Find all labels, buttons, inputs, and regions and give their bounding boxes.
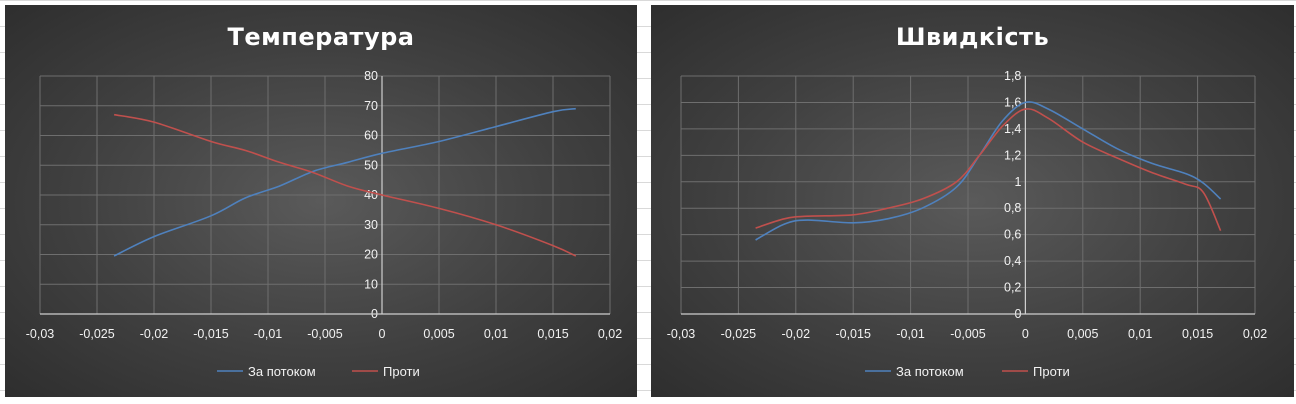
x-tick-label: -0,03 [26,327,55,341]
y-tick-label: 0,8 [1004,201,1021,215]
x-tick-label: -0,025 [79,327,114,341]
y-tick-label: 10 [364,277,378,291]
x-tick-label: -0,02 [140,327,169,341]
series-line-za-potokom [755,101,1222,241]
y-tick-label: 0,4 [1004,254,1021,268]
x-tick-label: 0,01 [484,327,508,341]
x-tick-label: -0,015 [193,327,228,341]
x-tick-label: -0,01 [896,327,925,341]
legend-label: За потоком [248,364,316,379]
y-tick-label: 1,2 [1004,148,1021,162]
y-tick-label: 80 [364,69,378,83]
series-line-proty [113,113,577,257]
legend-label: За потоком [896,364,964,379]
y-tick-label: 70 [364,99,378,113]
y-tick-label: 1 [1014,175,1021,189]
series-line-za-potokom [113,107,576,257]
y-tick-label: 20 [364,248,378,262]
chart-title: Швидкість [895,23,1050,51]
x-tick-label: -0,025 [721,327,756,341]
legend-label: Проти [1033,364,1070,379]
y-tick-label: 30 [364,218,378,232]
x-tick-label: 0,005 [423,327,454,341]
x-tick-label: -0,02 [782,327,811,341]
velocity-chart[interactable]: Швидкість -0,03 -0,025 -0,02 -0,015 -0,01 -0,… [651,5,1294,397]
y-tick-label: 1,8 [1004,69,1021,83]
series-line-proty [755,108,1222,232]
x-tick-label: 0,02 [598,327,622,341]
y-tick-label: 50 [364,158,378,172]
x-tick-label: -0,01 [254,327,283,341]
y-tick-label: 1,4 [1004,122,1021,136]
x-tick-label: 0 [1022,327,1029,341]
legend-label: Проти [383,364,420,379]
x-tick-label: -0,005 [950,327,985,341]
x-tick-label: 0,015 [1182,327,1213,341]
temperature-chart-plot: -0,03 -0,025 -0,02 -0,015 -0,01 -0,005 0 0,005 0… [26,69,622,379]
y-tick-label: 40 [364,188,378,202]
x-tick-label: 0,02 [1243,327,1267,341]
x-tick-label: -0,03 [667,327,696,341]
x-tick-label: 0,01 [1128,327,1152,341]
x-tick-label: -0,005 [307,327,342,341]
x-tick-label: 0 [379,327,386,341]
x-tick-label: -0,015 [835,327,870,341]
y-tick-label: 0,6 [1004,228,1021,242]
velocity-chart-plot: -0,03 -0,025 -0,02 -0,015 -0,01 -0,005 0 0,005 0… [667,69,1267,379]
y-tick-label: 60 [364,129,378,143]
y-tick-label: 1,6 [1004,95,1021,109]
x-tick-label: 0,005 [1067,327,1098,341]
y-tick-label: 0,2 [1004,281,1021,295]
x-tick-label: 0,015 [537,327,568,341]
chart-title: Температура [227,23,415,51]
temperature-chart[interactable]: Температура -0,03 -0,025 -0,02 -0,015 -0,01-… [5,5,637,397]
